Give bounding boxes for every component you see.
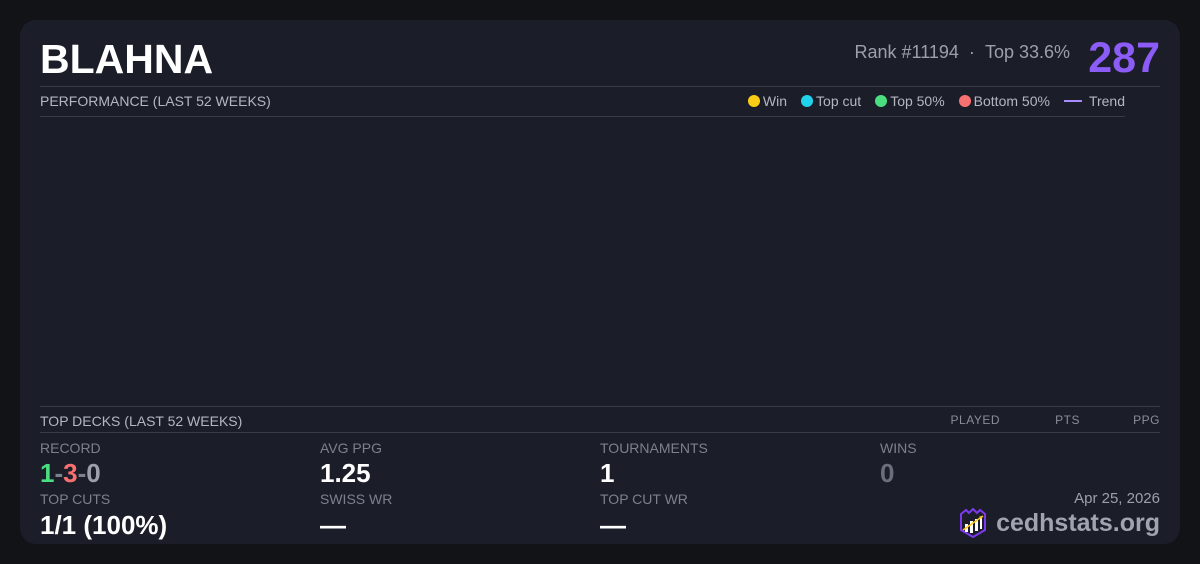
- legend-label: Top cut: [816, 93, 862, 109]
- legend-trend: Trend: [1063, 93, 1125, 109]
- dash: -: [54, 458, 64, 488]
- record-value: 1-3-0: [40, 458, 101, 489]
- score: 287: [1088, 34, 1160, 82]
- column-played: PLAYED: [950, 413, 1000, 427]
- record-wins: 1: [40, 458, 55, 488]
- separator: ·: [968, 42, 975, 62]
- swiss-wr-label: SWISS WR: [320, 491, 393, 507]
- trend-line-icon: [1063, 100, 1082, 102]
- cedhstats-logo-icon: [960, 508, 987, 538]
- divider: [40, 432, 1160, 433]
- record-losses: 3: [63, 458, 78, 488]
- record-label: RECORD: [40, 440, 101, 456]
- divider: [40, 86, 1160, 87]
- top-cut-dot-icon: [801, 95, 814, 107]
- dash: -: [77, 458, 87, 488]
- column-pts: PTS: [1055, 413, 1080, 427]
- divider: [40, 116, 1125, 117]
- top-cut-wr-value: —: [600, 510, 626, 540]
- top-cuts-value: 1/1 (100%): [40, 510, 168, 540]
- avg-ppg-label: AVG PPG: [320, 440, 382, 456]
- bottom-50-dot-icon: [958, 95, 971, 107]
- rank-info: Rank #11194 · Top 33.6%: [854, 42, 1070, 63]
- legend-top-cut: Top cut: [801, 93, 861, 109]
- rank: Rank #11194: [854, 42, 959, 62]
- legend-label: Win: [762, 93, 788, 109]
- wins-label: WINS: [880, 440, 917, 456]
- top-cuts-label: TOP CUTS: [40, 491, 111, 507]
- date: Apr 25, 2026: [1074, 490, 1160, 507]
- swiss-wr-value: —: [320, 510, 346, 540]
- top-percent: Top 33.6%: [984, 42, 1070, 62]
- legend-top-50: Top 50%: [875, 93, 945, 109]
- avg-ppg-value: 1.25: [320, 458, 371, 488]
- chart-legend: Win Top cut Top 50% Bottom 50% Trend: [747, 93, 1125, 109]
- column-ppg: PPG: [1133, 413, 1160, 427]
- performance-heading: PERFORMANCE (LAST 52 WEEKS): [40, 93, 271, 109]
- brand: cedhstats.org: [958, 508, 1160, 538]
- wins-value: 0: [880, 458, 895, 488]
- player-name: BLAHNA: [40, 36, 214, 82]
- legend-label: Trend: [1088, 93, 1125, 109]
- tournaments-value: 1: [600, 458, 615, 488]
- win-dot-icon: [747, 95, 760, 107]
- record-draws: 0: [86, 458, 101, 488]
- divider: [40, 406, 1160, 407]
- performance-chart-area: [40, 117, 1125, 406]
- brand-name: cedhstats.org: [996, 508, 1160, 537]
- player-card: BLAHNA Rank #11194 · Top 33.6% 287 PERFO…: [20, 20, 1180, 544]
- legend-bottom-50: Bottom 50%: [958, 93, 1050, 109]
- legend-win: Win: [747, 93, 788, 109]
- legend-label: Bottom 50%: [973, 93, 1050, 109]
- top-cut-wr-label: TOP CUT WR: [600, 491, 688, 507]
- legend-label: Top 50%: [890, 93, 945, 109]
- top-decks-heading: TOP DECKS (LAST 52 WEEKS): [40, 413, 243, 429]
- tournaments-label: TOURNAMENTS: [600, 440, 708, 456]
- top-50-dot-icon: [875, 95, 888, 107]
